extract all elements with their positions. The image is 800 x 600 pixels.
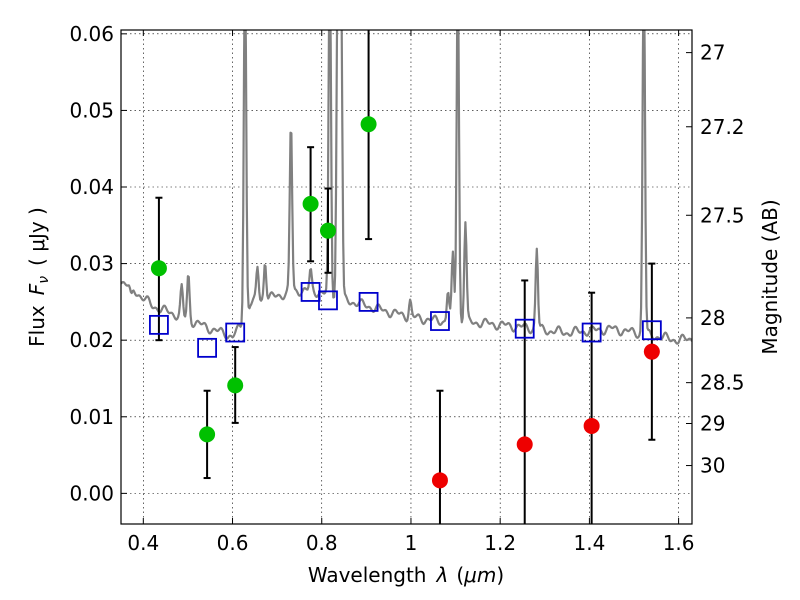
y-tick-label: 0.06 [69,22,114,46]
y2-tick-label: 28.5 [700,371,745,395]
y2-axis-label: Magnitude (AB) [758,199,782,354]
model-band-square [581,322,602,343]
y2-tick-label: 28 [700,306,725,330]
y2-tick-label: 27.5 [700,203,745,227]
y2-tick-label: 30 [700,454,725,478]
photometry-point [319,222,336,239]
photometry-point [302,195,319,212]
y-tick-label: 0.00 [69,481,114,505]
photometry-point [516,436,533,453]
x-tick-label: 0.4 [127,531,159,555]
spectrum-line [121,30,692,345]
x-tick-label: 0.8 [306,531,338,555]
model-band-square [514,318,535,339]
photometry-point [150,260,167,277]
x-tick-label: 1.4 [573,531,605,555]
model-band-square [149,314,169,335]
photometry-point [431,472,448,489]
y-axis-ticks: 0.00 0.01 0.02 0.03 0.04 0.05 0.06 [69,22,127,505]
model-band-square [430,311,450,331]
x-tick-label: 0.6 [217,531,249,555]
photometry-point [227,377,244,394]
photometry-point [643,343,660,360]
y2-axis-ticks: 27 27.2 27.5 28 28.5 29 30 [686,41,745,478]
model-band-squares [149,282,662,358]
plot-frame [120,29,693,525]
photometry-point [360,116,377,133]
model-band-square [225,322,246,343]
photometry-points [150,116,660,489]
model-band-square [300,282,321,302]
photometry-point [583,417,600,434]
y2-tick-label: 27.2 [700,115,745,139]
model-band-square [641,320,662,341]
x-axis-ticks: 0.4 0.6 0.8 1 1.2 1.4 1.6 [127,30,695,555]
y-axis-label: FluxFν( μJy ) [25,207,52,347]
y-tick-label: 0.02 [69,328,114,352]
y2-tick-label: 27 [700,41,725,65]
y-tick-label: 0.05 [69,98,114,122]
y-tick-label: 0.03 [69,252,114,276]
model-band-square [318,290,338,311]
x-tick-label: 1.6 [663,531,695,555]
y-tick-label: 0.01 [69,405,114,429]
x-tick-label: 1.2 [484,531,516,555]
error-bars [155,30,656,524]
y2-tick-label: 29 [700,412,725,436]
photometry-point [199,426,216,443]
x-tick-label: 1 [405,531,418,555]
x-axis-label: Wavelength λ (μm) [308,563,504,587]
model-band-square [358,291,379,312]
model-band-square [197,337,217,358]
y-tick-label: 0.04 [69,175,114,199]
plot-area [121,30,692,524]
